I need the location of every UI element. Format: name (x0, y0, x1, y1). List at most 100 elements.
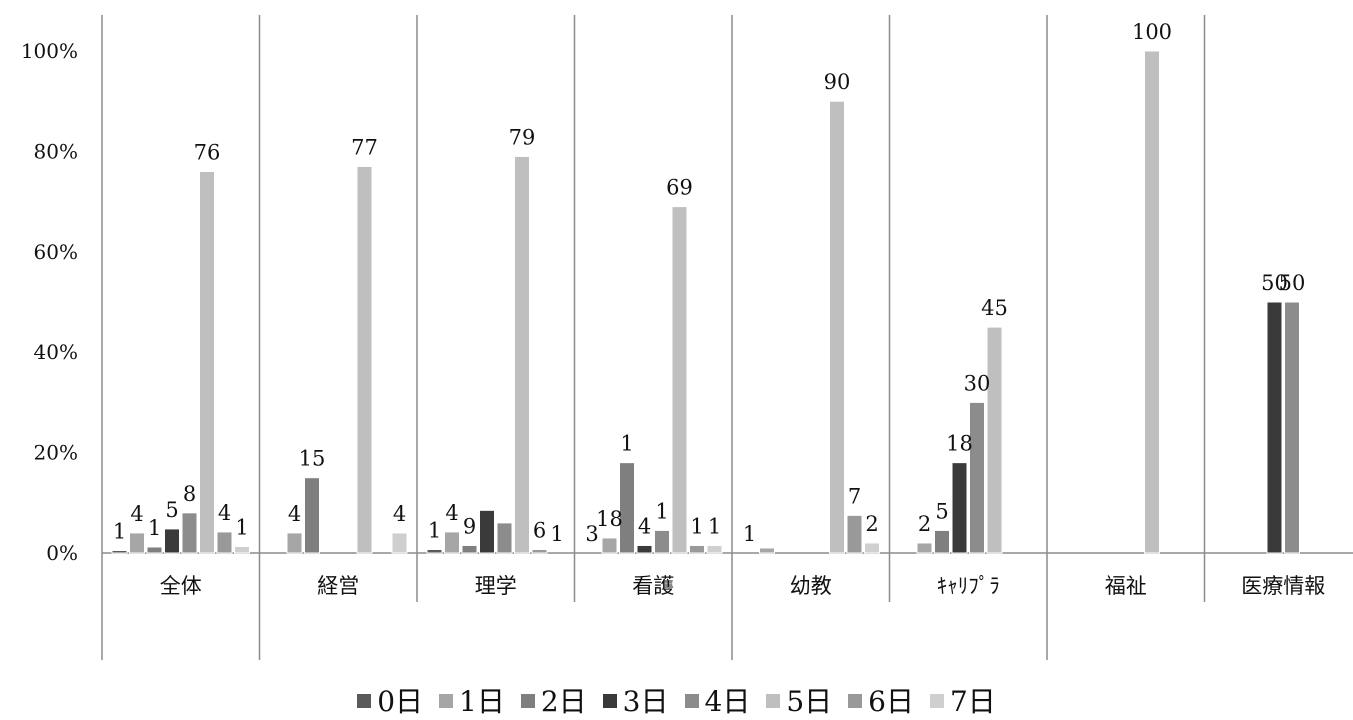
data-label: 77 (351, 135, 378, 159)
data-label: 8 (183, 482, 196, 506)
data-label: 2 (865, 512, 878, 536)
data-label: 1 (655, 499, 668, 523)
data-label: 7 (848, 484, 861, 508)
bar (216, 531, 233, 554)
bar (391, 532, 408, 554)
data-label: 1 (113, 519, 126, 543)
bar (199, 170, 215, 554)
bar (1266, 301, 1283, 554)
bar (986, 326, 1003, 554)
bar (531, 548, 548, 554)
bar (636, 544, 653, 554)
bar (601, 537, 618, 554)
category-label: 全体 (160, 574, 202, 598)
bar (864, 542, 880, 554)
data-label: 18 (946, 432, 973, 456)
bar (689, 544, 705, 554)
data-label: 1 (690, 514, 703, 538)
legend-label: 7日 (949, 685, 996, 718)
data-label: 3 (585, 522, 598, 546)
legend-item: 3日 (602, 680, 669, 720)
data-label: 1 (148, 516, 161, 540)
legend-item: 4日 (684, 680, 751, 720)
legend-swatch (929, 693, 944, 708)
bar (916, 542, 933, 554)
bar (111, 549, 128, 554)
legend-label: 3日 (622, 685, 669, 718)
legend-swatch (357, 693, 372, 708)
bar (146, 546, 163, 554)
bar (1144, 50, 1160, 554)
bar (181, 512, 198, 554)
category-label: ｷｬﾘﾌﾟﾗ (937, 574, 1000, 598)
category-label: 経営 (317, 574, 359, 598)
data-label: 50 (1261, 271, 1288, 295)
data-label: 5 (165, 498, 178, 522)
category-label: 看護 (632, 574, 674, 598)
legend-swatch (439, 693, 454, 708)
bar (934, 529, 950, 554)
bar (969, 401, 985, 554)
category-label: 幼教 (790, 574, 832, 598)
legend-swatch (684, 693, 699, 708)
bar (951, 462, 968, 554)
bar (426, 548, 443, 554)
category-label: 医療情報 (1241, 574, 1325, 598)
legend-label: 4日 (704, 685, 751, 718)
data-label: 4 (445, 501, 458, 525)
y-tick-label: 60% (34, 240, 78, 264)
data-label: 4 (130, 502, 143, 526)
data-label: 4 (218, 501, 231, 525)
data-label: 1 (708, 514, 721, 538)
data-label: 9 (463, 514, 476, 538)
bar (304, 477, 320, 554)
bar (671, 206, 688, 554)
legend-label: 2日 (540, 685, 587, 718)
bar (444, 531, 460, 554)
bar (514, 155, 530, 554)
data-label: 1 (620, 432, 633, 456)
data-label: 30 (964, 371, 991, 395)
legend-item: 7日 (929, 680, 996, 720)
bar (164, 528, 180, 554)
bar (479, 509, 495, 554)
data-label: 79 (509, 125, 536, 149)
data-label: 1 (550, 522, 563, 546)
data-label: 76 (194, 140, 221, 164)
bar (461, 544, 478, 554)
data-label: 1 (235, 515, 248, 539)
bar (129, 532, 145, 554)
y-tick-label: 20% (34, 441, 78, 465)
data-label: 4 (638, 514, 651, 538)
bar (1284, 301, 1300, 554)
data-label: 50 (1279, 271, 1306, 295)
y-tick-label: 80% (34, 139, 78, 163)
legend-swatch (520, 693, 535, 708)
legend-label: 6日 (868, 685, 914, 718)
legend-swatch (602, 693, 617, 708)
data-label: 5 (935, 499, 948, 523)
data-label: 2 (918, 512, 931, 536)
data-label: 90 (824, 70, 851, 94)
data-label: 15 (299, 447, 326, 471)
legend-item: 1日 (439, 680, 505, 720)
data-label: 6 (533, 518, 546, 542)
bar (829, 100, 845, 554)
y-tick-label: 0% (46, 541, 78, 565)
bar (234, 545, 250, 554)
data-label: 69 (666, 176, 693, 200)
legend-item: 2日 (520, 680, 587, 720)
bar (496, 522, 513, 554)
data-label: 4 (288, 502, 301, 526)
legend-swatch (848, 693, 863, 708)
legend-swatch (766, 693, 781, 708)
bar (356, 165, 373, 554)
data-label: 1 (743, 522, 756, 546)
legend-item: 0日 (357, 680, 423, 720)
data-label: 100 (1132, 20, 1172, 44)
bar (706, 544, 723, 554)
data-label: 1 (428, 518, 441, 542)
legend-label: 5日 (786, 685, 833, 718)
category-label: 理学 (475, 574, 517, 598)
legend: 0日 1日 2日 3日 4日 5日 6日 7日 (0, 680, 1353, 720)
